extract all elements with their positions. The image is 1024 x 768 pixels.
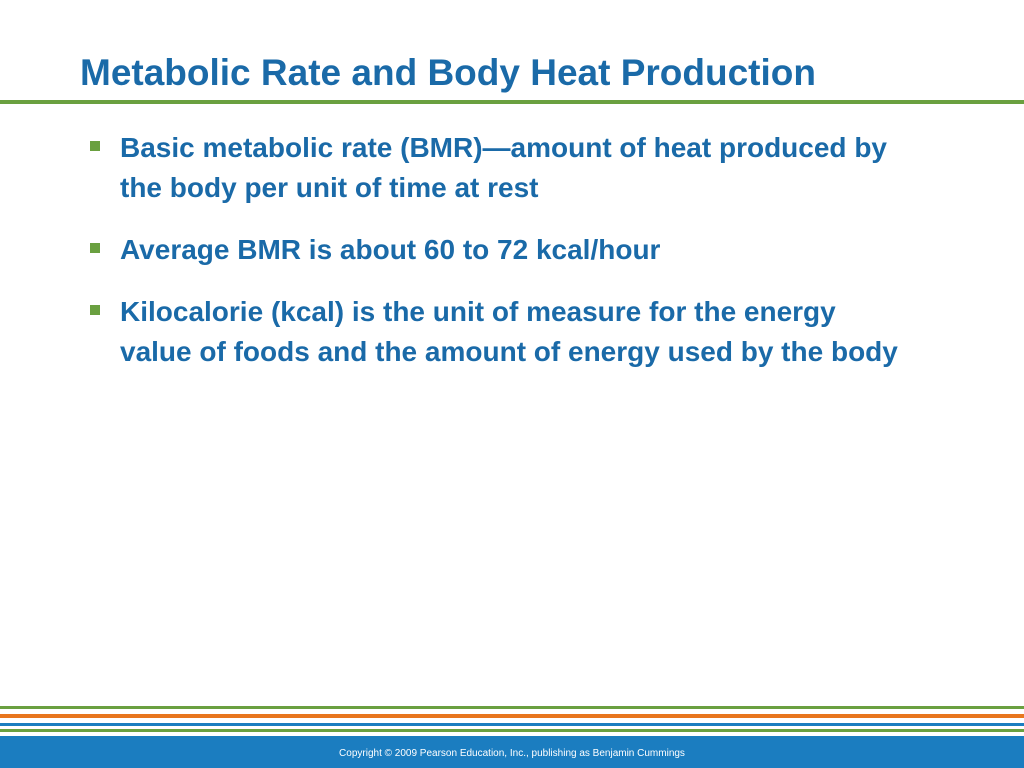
stripe xyxy=(0,729,1024,732)
bullet: Basic metabolic rate (BMR)—amount of hea… xyxy=(88,128,908,208)
bullet: Average BMR is about 60 to 72 kcal/hour xyxy=(88,230,908,270)
bullet: Kilocalorie (kcal) is the unit of measur… xyxy=(88,292,908,372)
copyright: Copyright © 2009 Pearson Education, Inc.… xyxy=(339,748,685,759)
stripe xyxy=(0,706,1024,709)
footer-bar xyxy=(0,736,1024,768)
title-rule xyxy=(0,100,1024,104)
stripe xyxy=(0,723,1024,726)
slide-title: Metabolic Rate and Body Heat Production xyxy=(80,52,816,93)
stripe xyxy=(0,714,1024,718)
bullet-list: Basic metabolic rate (BMR)—amount of hea… xyxy=(88,128,908,394)
